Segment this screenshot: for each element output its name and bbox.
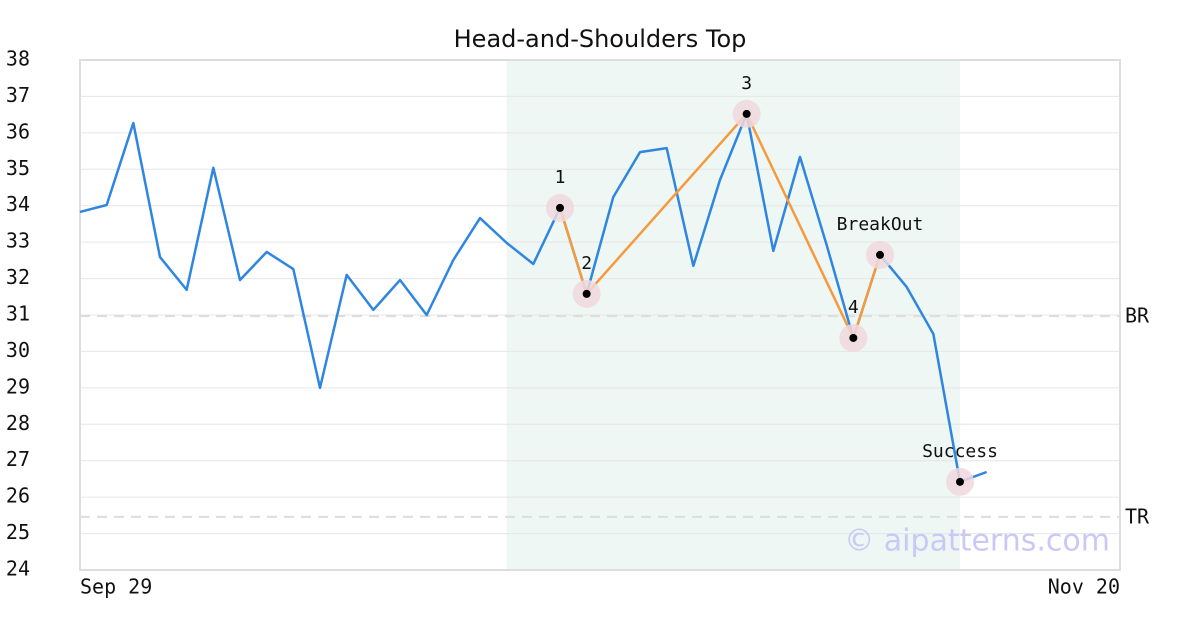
y-tick-label: 37 bbox=[6, 83, 30, 107]
reference-label: BR bbox=[1125, 304, 1150, 328]
price-line bbox=[79, 112, 988, 484]
y-tick-label: 33 bbox=[6, 229, 30, 253]
y-tick-label: 26 bbox=[6, 484, 30, 508]
y-tick-label: 27 bbox=[6, 447, 30, 471]
y-tick-label: 36 bbox=[6, 119, 30, 143]
reference-label: TR bbox=[1125, 504, 1150, 528]
y-tick-label: 25 bbox=[6, 520, 30, 544]
plot-frame bbox=[79, 59, 1121, 571]
y-tick-label: 32 bbox=[6, 265, 30, 289]
marker-label: 1 bbox=[555, 167, 566, 188]
marker bbox=[582, 289, 591, 298]
y-tick-label: 30 bbox=[6, 338, 30, 362]
marker-label: 3 bbox=[741, 73, 752, 94]
y-tick-label: 38 bbox=[6, 47, 30, 71]
marker bbox=[956, 477, 964, 486]
y-tick-label: 35 bbox=[6, 156, 30, 180]
y-tick-label: 29 bbox=[6, 374, 30, 398]
y-tick-label: 24 bbox=[6, 557, 30, 581]
marker bbox=[742, 109, 751, 118]
y-tick-label: 28 bbox=[6, 411, 30, 435]
marker-label: 2 bbox=[581, 253, 592, 274]
marker bbox=[876, 250, 884, 259]
marker bbox=[556, 203, 564, 212]
x-tick-label: Sep 29 bbox=[80, 575, 152, 599]
marker-label: 4 bbox=[848, 297, 859, 318]
marker bbox=[849, 333, 858, 342]
watermark: © aipatterns.com bbox=[844, 524, 1110, 559]
x-tick-label: Nov 20 bbox=[1048, 575, 1120, 599]
marker-label: Success bbox=[922, 441, 998, 462]
chart-title: Head-and-Shoulders Top bbox=[454, 25, 747, 53]
marker-label: BreakOut bbox=[837, 214, 924, 235]
y-tick-label: 34 bbox=[6, 192, 30, 216]
y-tick-label: 31 bbox=[6, 302, 30, 326]
